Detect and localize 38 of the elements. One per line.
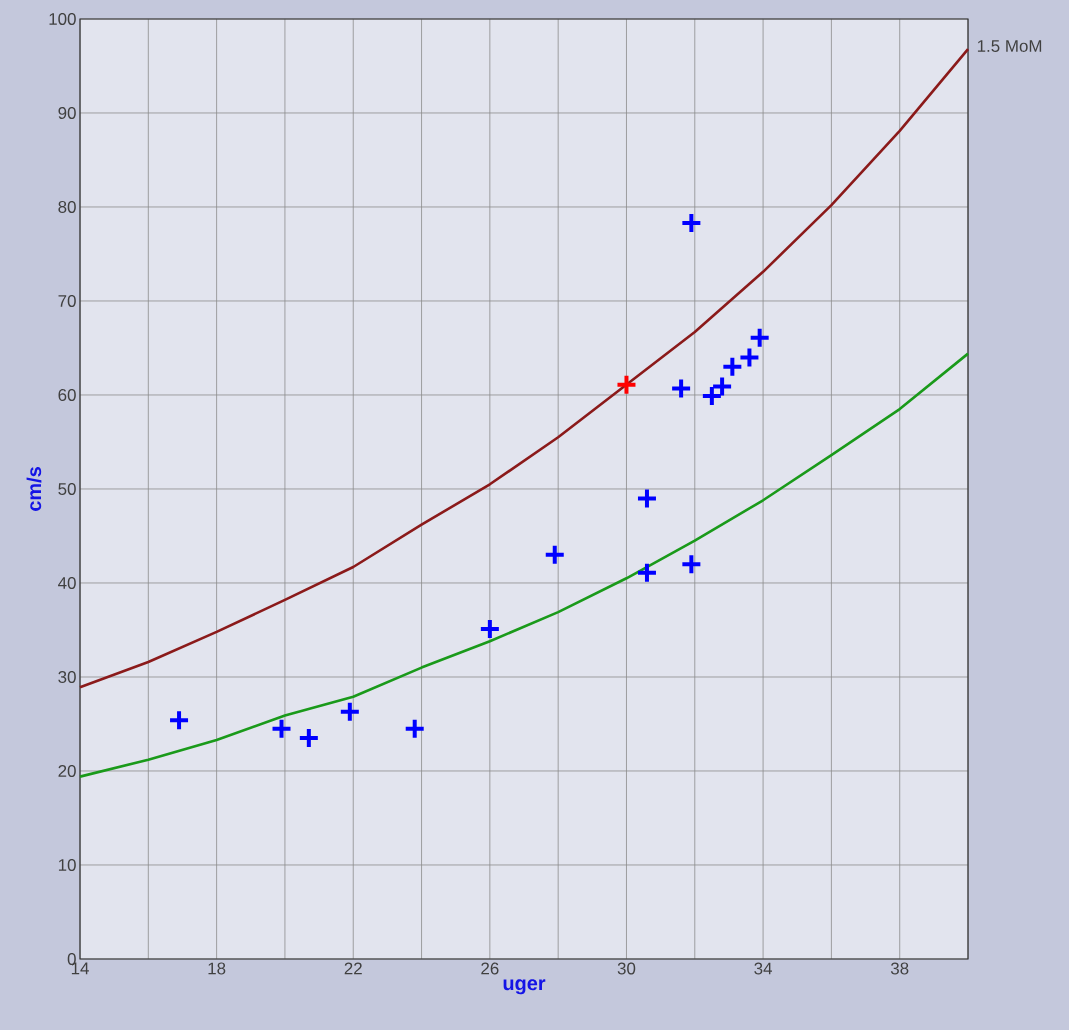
x-tick-label: 22 xyxy=(344,962,362,975)
series-label: 1.5 MoM xyxy=(977,40,1042,52)
point xyxy=(270,717,293,740)
point xyxy=(700,384,723,407)
point xyxy=(297,727,320,750)
x-tick-label: 30 xyxy=(617,962,636,975)
y-tick-label: 70 xyxy=(58,294,76,307)
point xyxy=(738,346,761,369)
point xyxy=(635,561,658,584)
point xyxy=(748,326,771,349)
point xyxy=(670,377,693,400)
y-tick-label: 80 xyxy=(58,200,76,213)
y-tick-label: 10 xyxy=(58,858,76,871)
y-tick-label: 100 xyxy=(49,12,76,25)
x-tick-label: 26 xyxy=(481,962,499,975)
point xyxy=(168,709,191,732)
point xyxy=(338,700,361,723)
point xyxy=(635,487,658,510)
point xyxy=(721,355,744,378)
line-series xyxy=(78,352,970,778)
x-tick-label: 18 xyxy=(208,962,226,975)
y-tick-label: 20 xyxy=(58,764,76,777)
point xyxy=(680,553,703,576)
y-tick-label: 60 xyxy=(58,388,76,401)
point xyxy=(403,717,426,740)
point xyxy=(615,373,638,396)
x-tick-label: 38 xyxy=(890,962,909,975)
point xyxy=(711,375,734,398)
point xyxy=(680,211,703,234)
x-tick-label: 34 xyxy=(754,962,773,975)
x-axis-title: uger xyxy=(503,979,546,995)
point xyxy=(543,543,566,566)
y-axis-title: cm/s xyxy=(26,467,42,511)
y-tick-label: 40 xyxy=(58,576,76,589)
y-tick-label: 90 xyxy=(58,106,76,119)
y-tick-label: 30 xyxy=(58,670,76,683)
y-tick-label: 50 xyxy=(58,482,76,495)
point xyxy=(478,618,501,641)
